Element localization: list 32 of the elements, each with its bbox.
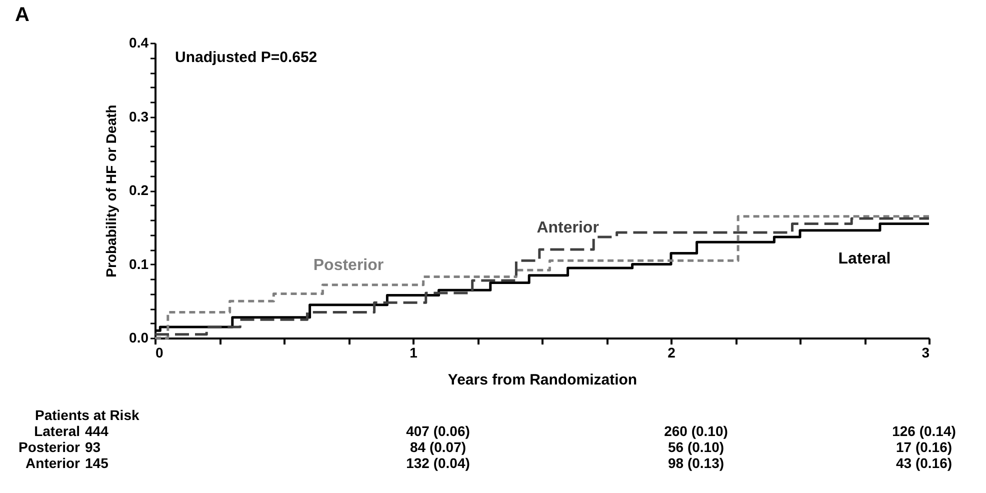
x-tick-label: 1	[410, 344, 418, 360]
series-label: Lateral	[838, 250, 891, 268]
annotation: Unadjusted P=0.652	[175, 49, 318, 66]
text: 145	[85, 455, 109, 471]
y-tick-label: 0.3	[129, 108, 149, 124]
text: 93	[85, 439, 101, 455]
text: 56 (0.10)	[668, 439, 724, 455]
y-tick-label: 0.1	[129, 256, 149, 272]
text: Anterior	[26, 455, 81, 471]
chart-title: A	[15, 4, 30, 26]
text: 126 (0.14)	[892, 423, 956, 439]
text: 98 (0.13)	[668, 455, 724, 471]
text: 444	[85, 423, 109, 439]
text: Patients at Risk	[35, 407, 140, 423]
text: Posterior	[18, 439, 81, 455]
text: 407 (0.06)	[406, 423, 470, 439]
y-tick-label: 0.0	[129, 330, 149, 346]
y-tick-label: 0.4	[129, 34, 149, 50]
series-label: Posterior	[313, 256, 384, 274]
x-axis-title: Years from Randomization	[448, 372, 638, 388]
y-axis-title: Probability of HF or Death	[103, 104, 120, 278]
text: 132 (0.04)	[406, 455, 470, 471]
text: 84 (0.07)	[410, 439, 466, 455]
x-tick-label: 2	[668, 344, 676, 360]
text: 43 (0.16)	[896, 455, 952, 471]
text: 260 (0.10)	[664, 423, 728, 439]
series-label: Anterior	[536, 220, 599, 236]
x-tick-label: 0	[156, 344, 164, 360]
y-tick-label: 0.2	[129, 182, 149, 198]
text: Lateral	[34, 423, 80, 439]
x-tick-label: 3	[922, 344, 930, 360]
text: 17 (0.16)	[896, 439, 952, 455]
